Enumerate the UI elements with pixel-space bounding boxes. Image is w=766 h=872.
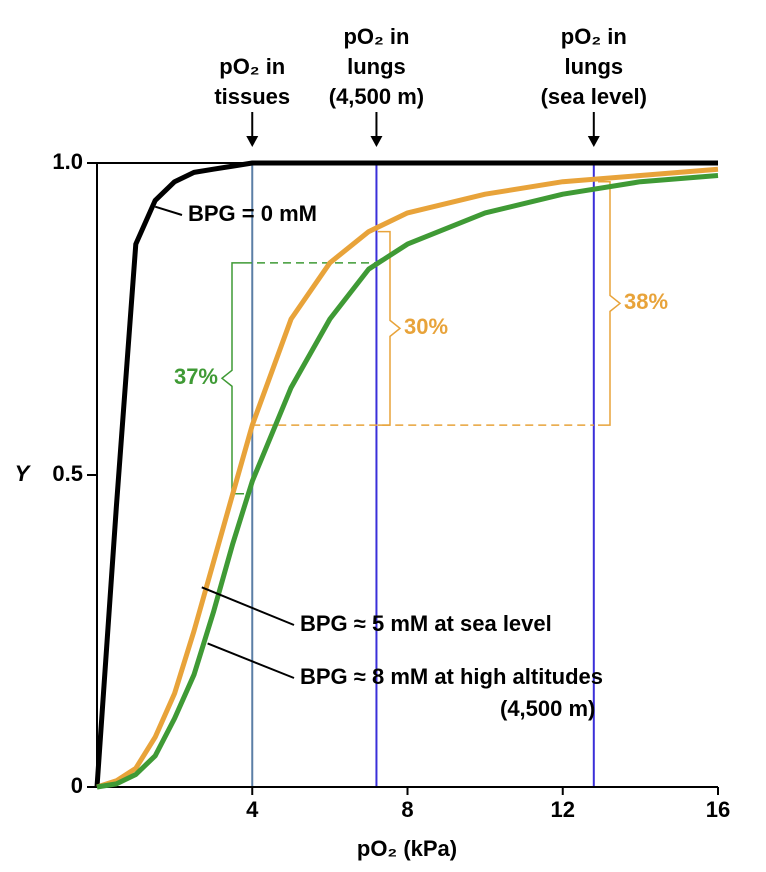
bracket-label: 30%	[404, 314, 448, 339]
series-label: BPG ≈ 8 mM at high altitudes	[300, 664, 603, 689]
series-label-note: (4,500 m)	[500, 696, 595, 721]
reference-label: lungs	[564, 54, 623, 79]
reference-label: pO₂ in	[343, 24, 409, 49]
reference-label: (4,500 m)	[329, 84, 424, 109]
x-tick-label: 16	[706, 797, 730, 822]
reference-label: pO₂ in	[219, 54, 285, 79]
reference-label: tissues	[214, 84, 290, 109]
label-pointer	[154, 205, 183, 216]
arrow-head	[587, 136, 600, 147]
y-axis-label: Y	[15, 461, 32, 486]
x-axis-label: pO₂ (kPa)	[357, 836, 457, 861]
reference-label: pO₂ in	[561, 24, 627, 49]
y-tick-label: 0.5	[52, 461, 83, 486]
series-label: BPG = 0 mM	[188, 201, 317, 226]
curve	[96, 166, 719, 790]
arrow-head	[370, 136, 383, 147]
reference-label: lungs	[347, 54, 406, 79]
bracket	[598, 180, 622, 426]
bracket-label: 37%	[174, 364, 218, 389]
x-tick-label: 8	[401, 797, 413, 822]
bracket-label: 38%	[624, 289, 668, 314]
x-tick-label: 12	[551, 797, 575, 822]
reference-label: (sea level)	[541, 84, 647, 109]
curve	[94, 160, 718, 788]
y-tick-label: 0	[71, 773, 83, 798]
series-label: BPG ≈ 5 mM at sea level	[300, 611, 552, 636]
label-pointer	[207, 642, 295, 679]
arrow-head	[246, 136, 259, 147]
y-tick-label: 1.0	[52, 149, 83, 174]
curve	[96, 173, 719, 790]
label-pointer	[201, 586, 295, 626]
x-tick-label: 4	[246, 797, 259, 822]
